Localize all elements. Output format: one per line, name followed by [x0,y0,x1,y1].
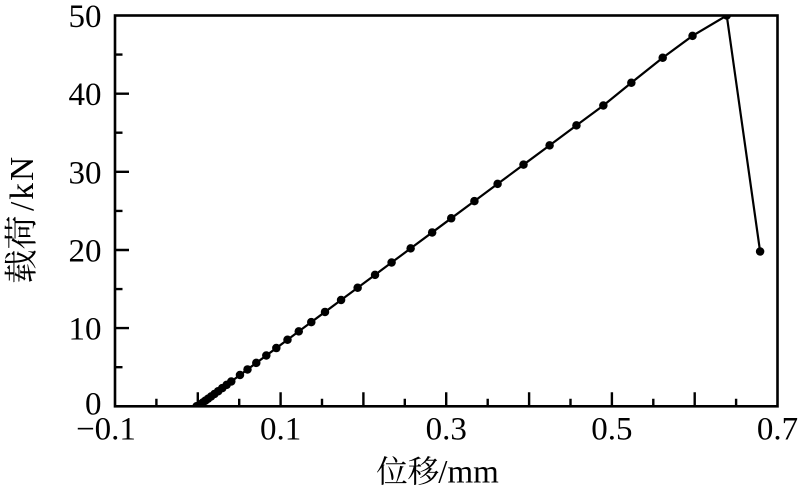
svg-text:20: 20 [69,234,102,270]
svg-text:40: 40 [69,77,102,113]
svg-text:0.1: 0.1 [260,411,301,447]
svg-text:0: 0 [85,386,102,422]
svg-text:/kN: /kN [4,155,41,211]
svg-text:0.7: 0.7 [757,411,798,447]
svg-text:50: 50 [69,0,102,35]
svg-text:−0.1: −0.1 [76,411,136,447]
svg-text:30: 30 [69,155,102,191]
svg-text:10: 10 [69,312,102,348]
svg-text:/mm: /mm [438,455,499,491]
svg-text:0.3: 0.3 [426,411,467,447]
svg-text:0.5: 0.5 [591,411,632,447]
